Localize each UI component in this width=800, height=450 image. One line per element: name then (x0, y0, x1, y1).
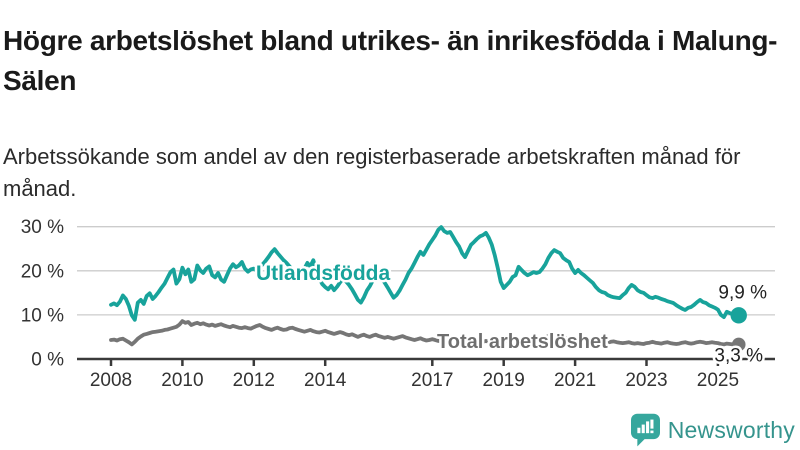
unemployment-line-chart: 0 % 10 % 20 % 30 % 2008 2010 2012 2014 2017 2019 2… (21, 217, 775, 391)
y-axis-tick-label: 0 % (31, 350, 64, 371)
page-title: Högre arbetslöshet bland utrikes- än inr… (3, 24, 778, 96)
x-axis-tick-label: 2017 (411, 370, 453, 391)
series-line-utlandsfodda (109, 225, 741, 322)
x-axis-tick-label: 2025 (697, 370, 739, 391)
newsworthy-logo[interactable]: Newsworthy (630, 413, 795, 447)
y-axis-tick-label: 30 % (21, 217, 64, 238)
newsworthy-logo-text: Newsworthy (667, 416, 795, 443)
series-end-dot-utlandsfodda (730, 307, 747, 324)
end-value-label-utlandsfodda: 9,9 % (718, 282, 767, 303)
y-axis-tick-label: 10 % (21, 305, 64, 326)
x-axis-tick-label: 2010 (161, 370, 203, 391)
x-axis-tick-label: 2008 (90, 370, 132, 391)
x-axis-tick-label: 2012 (233, 370, 275, 391)
series-label-total: Total arbetslöshet (437, 331, 608, 353)
series-end-dot-total (731, 337, 746, 352)
y-axis-tick-label: 20 % (21, 261, 64, 282)
series-label-utlandsfodda: Utlandsfödda (256, 262, 390, 285)
x-axis-tick-label: 2019 (483, 370, 525, 391)
series-line-total (109, 319, 741, 347)
chart-subtitle: Arbetssökande som andel av den registerb… (3, 144, 741, 201)
x-axis-tick-label: 2023 (625, 370, 667, 391)
x-axis-tick-label: 2014 (304, 370, 347, 391)
newsworthy-speech-bubble-bar-chart-icon (630, 413, 660, 447)
end-value-label-total: 3,3 % (714, 345, 763, 366)
x-axis-tick-label: 2021 (554, 370, 596, 391)
